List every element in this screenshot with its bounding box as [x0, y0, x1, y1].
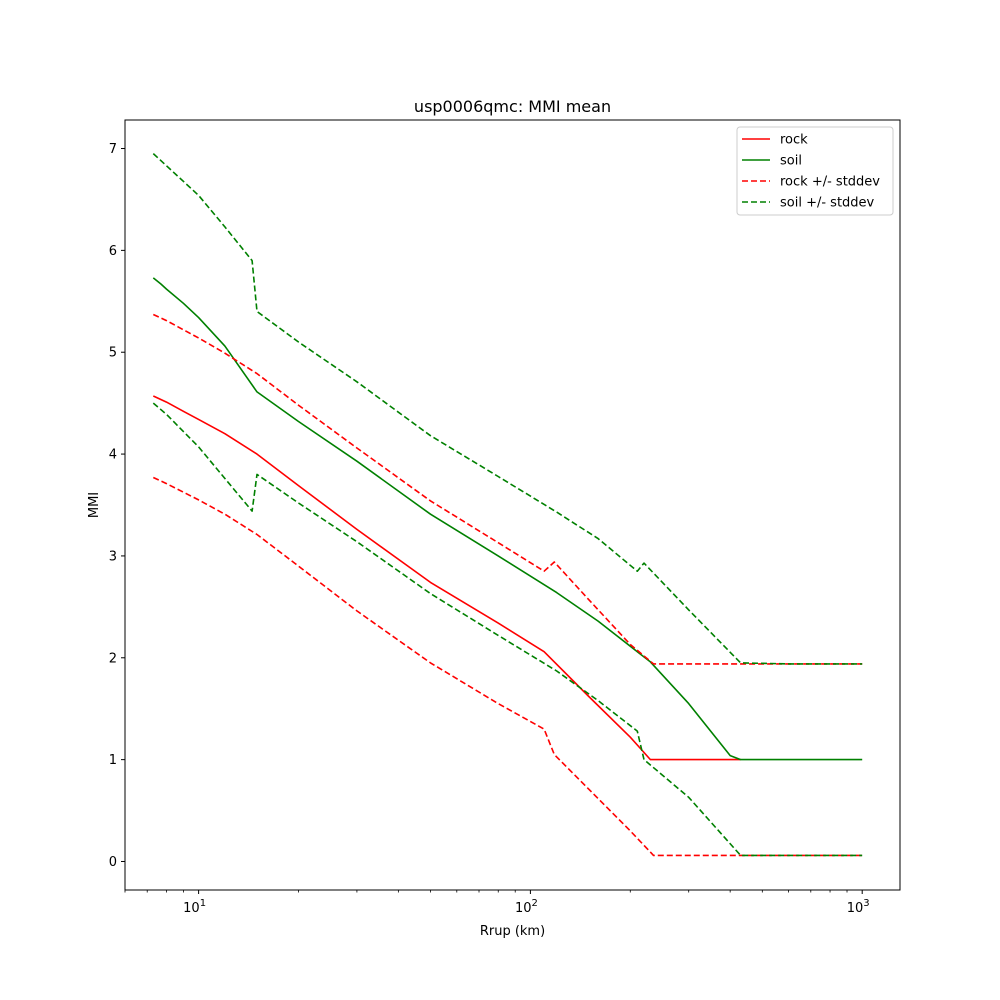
series-line-4 — [152, 153, 863, 665]
y-axis-label: MMI — [87, 492, 102, 518]
legend-label: soil — [780, 154, 802, 169]
plot-area — [152, 153, 863, 857]
series-line-5 — [152, 402, 863, 857]
legend-label: rock +/- stddev — [780, 175, 880, 190]
y-tick-label: 3 — [109, 549, 117, 564]
y-tick-label: 5 — [109, 346, 117, 361]
y-tick-label: 0 — [109, 855, 117, 870]
y-tick-label: 7 — [109, 142, 117, 157]
series-line-2 — [152, 313, 863, 665]
y-tick-label: 6 — [109, 244, 117, 259]
y-tick-label: 1 — [109, 753, 117, 768]
legend-label: rock — [780, 133, 808, 148]
legend-label: soil +/- stddev — [780, 196, 875, 211]
axes-frame — [124, 119, 901, 891]
legend: rock soil rock +/- stddev soil +/- stddev — [736, 126, 894, 216]
x-axis-label: Rrup (km) — [480, 924, 545, 939]
series-line-1 — [152, 277, 863, 761]
legend-box — [736, 126, 894, 216]
series-line-0 — [152, 395, 741, 761]
y-tick-label: 4 — [109, 448, 117, 463]
chart-title: usp0006qmc: MMI mean — [414, 97, 611, 116]
y-tick-label: 2 — [109, 651, 117, 666]
